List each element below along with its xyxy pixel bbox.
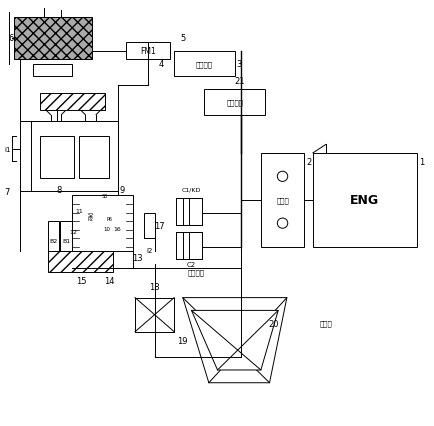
Text: 主减速比: 主减速比: [187, 269, 204, 276]
Bar: [33, 64, 72, 77]
Text: 15: 15: [76, 276, 86, 285]
Text: B1: B1: [62, 238, 70, 243]
Text: 16: 16: [113, 227, 121, 232]
Text: FM1: FM1: [140, 47, 156, 56]
Text: C1/KD: C1/KD: [181, 187, 201, 192]
Text: P2: P2: [88, 216, 94, 221]
Text: 20: 20: [268, 319, 279, 328]
Bar: [126, 43, 169, 60]
Bar: [174, 52, 234, 77]
Text: B2: B2: [49, 238, 58, 243]
Bar: [14, 17, 92, 60]
Text: 19: 19: [177, 336, 187, 345]
Text: 5: 5: [180, 35, 185, 43]
Text: i2: i2: [146, 247, 152, 253]
Text: 半轴法兰: 半轴法兰: [226, 99, 243, 106]
Bar: [312, 153, 416, 247]
Polygon shape: [182, 298, 286, 383]
Bar: [260, 153, 303, 247]
Bar: [144, 213, 154, 239]
Text: 3: 3: [236, 60, 241, 69]
Text: 17: 17: [153, 221, 164, 230]
Text: C2: C2: [187, 261, 196, 267]
Polygon shape: [191, 311, 278, 370]
Bar: [31, 122, 118, 192]
Bar: [39, 94, 105, 111]
Text: 6: 6: [9, 35, 14, 43]
Text: 11: 11: [76, 208, 83, 213]
Text: 13: 13: [132, 253, 142, 262]
Text: 4: 4: [158, 60, 163, 69]
Text: 10: 10: [103, 226, 110, 231]
Bar: [48, 251, 113, 273]
Text: 21: 21: [233, 77, 244, 86]
Text: 18: 18: [149, 283, 160, 292]
Text: S2: S2: [88, 213, 94, 218]
Text: 8: 8: [56, 185, 62, 194]
Bar: [39, 137, 74, 179]
Text: 减振器: 减振器: [276, 197, 288, 204]
Text: 差速器: 差速器: [319, 320, 332, 327]
Bar: [79, 137, 109, 179]
Text: 14: 14: [104, 276, 114, 285]
Bar: [176, 232, 202, 260]
Bar: [72, 196, 133, 251]
Bar: [176, 198, 202, 226]
Text: 7: 7: [4, 187, 10, 196]
Text: ENG: ENG: [349, 194, 378, 207]
Text: S3: S3: [102, 193, 108, 199]
Bar: [59, 222, 72, 251]
Text: i1: i1: [4, 146, 10, 153]
Text: 1: 1: [418, 158, 423, 167]
Text: 2: 2: [305, 158, 310, 167]
Text: P6: P6: [107, 216, 113, 221]
Text: 9: 9: [119, 185, 125, 194]
Text: 12: 12: [69, 230, 77, 235]
Bar: [204, 90, 265, 115]
Bar: [48, 222, 59, 251]
Text: 半轴法兰: 半轴法兰: [196, 61, 213, 68]
